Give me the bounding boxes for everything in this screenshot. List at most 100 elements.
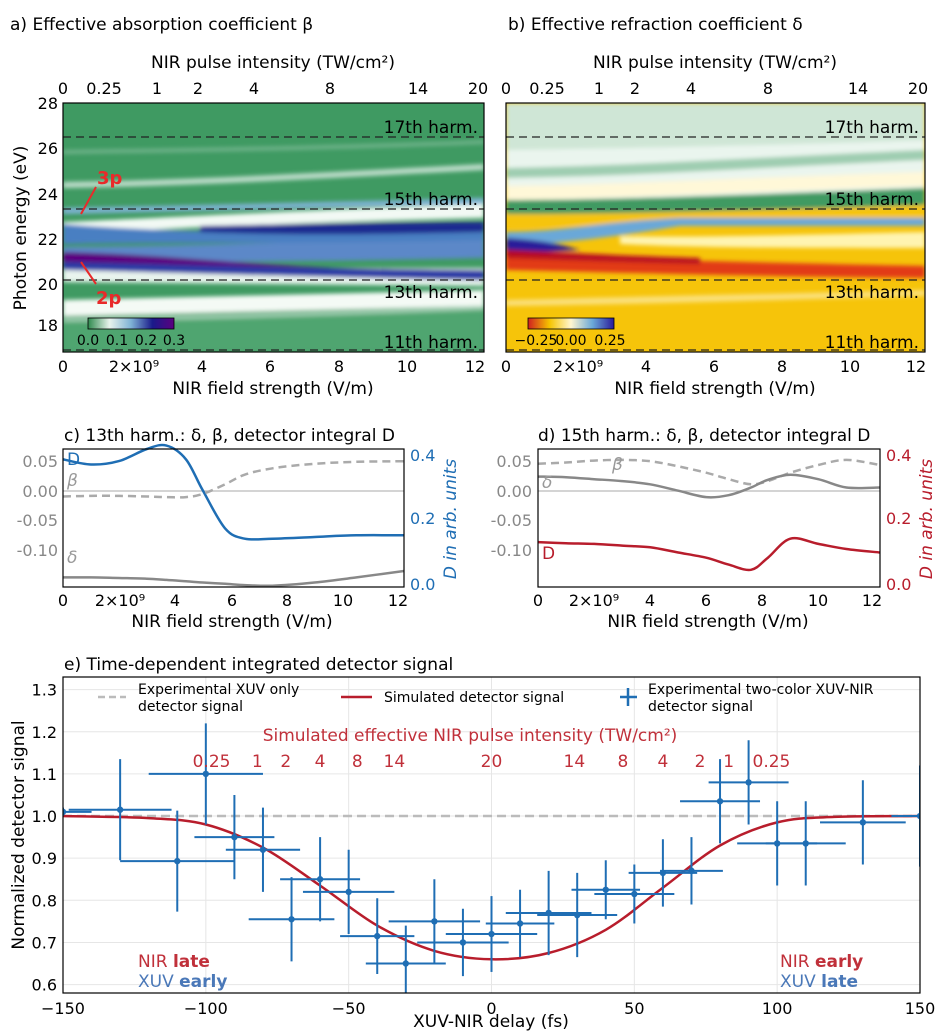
annot-3p: 3p xyxy=(97,168,123,189)
data-point xyxy=(402,960,409,967)
svg-text:10: 10 xyxy=(808,591,828,610)
d-label-delta: δ xyxy=(542,473,552,493)
panel-e-ylabel: Normalized detector signal xyxy=(9,720,29,949)
svg-text:2: 2 xyxy=(193,79,203,98)
y-tick-label: 1.3 xyxy=(32,681,57,700)
data-point xyxy=(288,916,295,923)
harmonic-13-label: 13th harm. xyxy=(384,283,478,303)
svg-text:8: 8 xyxy=(325,79,335,98)
svg-text:0.05: 0.05 xyxy=(22,452,58,471)
svg-text:0.05: 0.05 xyxy=(496,452,532,471)
intensity-axis-labels: 0.25 1 2 4 8 14 20 14 8 4 2 1 0.25 xyxy=(193,752,791,772)
svg-text:1: 1 xyxy=(152,79,162,98)
intensity-label: 1 xyxy=(252,752,263,772)
svg-text:−0.25: −0.25 xyxy=(515,333,558,349)
intensity-axis-title: Simulated effective NIR pulse intensity … xyxy=(263,726,678,746)
b-harmonic-13-label: 13th harm. xyxy=(825,283,919,303)
svg-text:18: 18 xyxy=(38,316,58,335)
svg-text:0: 0 xyxy=(501,79,511,98)
data-point xyxy=(745,779,752,786)
x-tick-label: −50 xyxy=(332,999,366,1018)
y-tick-label: 0.8 xyxy=(32,891,57,910)
data-point xyxy=(459,939,467,946)
x-tick-label: 150 xyxy=(905,999,936,1018)
svg-text:2×10⁹: 2×10⁹ xyxy=(553,357,603,376)
data-point xyxy=(231,833,238,841)
intensity-label: 14 xyxy=(384,752,406,772)
d-label-beta: β xyxy=(611,455,623,475)
b-harmonic-15-label: 15th harm. xyxy=(825,190,919,210)
svg-text:6: 6 xyxy=(227,591,237,610)
svg-text:14: 14 xyxy=(848,79,868,98)
panel-a-top-ticks: 0 0.25 1 2 4 8 14 20 xyxy=(58,79,488,98)
colorbar-a-ticks: 0.0 0.1 0.2 0.3 xyxy=(77,333,185,349)
harmonic-15-label: 15th harm. xyxy=(384,190,478,210)
svg-text:4: 4 xyxy=(197,357,207,376)
svg-text:12: 12 xyxy=(388,591,408,610)
xuv-late-label: XUV late xyxy=(780,972,858,992)
data-point xyxy=(259,846,267,853)
svg-text:22: 22 xyxy=(38,230,58,249)
svg-text:0.00: 0.00 xyxy=(22,482,58,501)
panel-e-xlabel: XUV-NIR delay (fs) xyxy=(413,1012,569,1032)
panel-c-title: c) 13th harm.: δ, β, detector integral D xyxy=(64,426,395,446)
legend-xuv-only-2: detector signal xyxy=(138,699,243,715)
intensity-label: 14 xyxy=(564,752,586,772)
data-point xyxy=(174,857,181,865)
panel-e-y-ticks: 0.6 0.7 0.8 0.9 1.0 1.1 1.2 1.3 xyxy=(32,681,57,995)
svg-text:0.0: 0.0 xyxy=(77,333,99,349)
panel-c-right-ticks: 0.4 0.2 0.0 xyxy=(410,446,435,594)
svg-text:2: 2 xyxy=(630,79,640,98)
panel-d: d) 15th harm.: δ, β, detector integral D… xyxy=(491,426,937,632)
svg-text:4: 4 xyxy=(645,591,655,610)
intensity-label: 0.25 xyxy=(193,752,231,772)
svg-text:-0.05: -0.05 xyxy=(17,511,58,530)
data-point xyxy=(202,770,210,778)
nir-early-label: NIR early xyxy=(780,952,863,972)
data-point xyxy=(516,920,524,927)
intensity-label: 8 xyxy=(352,752,363,772)
panel-a-ylabel: Photon energy (eV) xyxy=(11,146,31,311)
d-label-D: D xyxy=(542,544,555,564)
svg-text:4: 4 xyxy=(686,79,696,98)
svg-text:6: 6 xyxy=(265,357,275,376)
svg-text:10: 10 xyxy=(840,357,860,376)
series-line-delta xyxy=(537,473,881,499)
svg-text:24: 24 xyxy=(38,185,58,204)
svg-text:0: 0 xyxy=(533,591,543,610)
panel-e-x-ticks: −150 −100 −50 0 50 100 150 xyxy=(41,999,935,1018)
panel-e-marks xyxy=(63,723,920,993)
svg-text:10: 10 xyxy=(397,357,417,376)
svg-text:8: 8 xyxy=(763,79,773,98)
series-line-delta xyxy=(62,569,405,588)
y-tick-label: 1.0 xyxy=(32,807,57,826)
svg-text:12: 12 xyxy=(906,357,926,376)
panel-b-top-label: NIR pulse intensity (TW/cm²) xyxy=(593,53,837,73)
y-tick-label: 0.7 xyxy=(32,933,57,952)
data-point xyxy=(431,918,438,925)
colorbar-b-ticks: −0.25 0.00 0.25 xyxy=(515,333,626,349)
svg-text:-0.05: -0.05 xyxy=(491,511,532,530)
svg-text:0.2: 0.2 xyxy=(886,509,911,528)
svg-text:2×10⁹: 2×10⁹ xyxy=(109,357,159,376)
svg-text:26: 26 xyxy=(38,139,58,158)
panel-a-y-ticks: 18 20 22 24 26 28 xyxy=(38,94,58,335)
svg-text:1: 1 xyxy=(594,79,604,98)
panel-d-right-ticks: 0.4 0.2 0.0 xyxy=(886,446,911,594)
svg-text:-0.10: -0.10 xyxy=(491,541,532,560)
y-tick-label: 0.9 xyxy=(32,849,57,868)
colorbar-b xyxy=(527,317,615,330)
harmonic-11-label: 11th harm. xyxy=(384,333,478,353)
legend-xuv-only-1: Experimental XUV only xyxy=(138,682,299,698)
panel-d-lines xyxy=(537,458,881,572)
panel-c-xlabel: NIR field strength (V/m) xyxy=(131,612,332,632)
panel-d-x-ticks: 0 2×10⁹ 4 6 8 10 12 xyxy=(533,591,882,610)
panel-c-lines xyxy=(62,443,405,588)
svg-text:0.00: 0.00 xyxy=(555,333,586,349)
intensity-label: 0.25 xyxy=(753,752,791,772)
svg-text:12: 12 xyxy=(862,591,882,610)
svg-text:0.0: 0.0 xyxy=(410,575,435,594)
x-tick-label: −100 xyxy=(184,999,228,1018)
panel-a: a) Effective absorption coefficient β NI… xyxy=(10,15,488,399)
panel-c-right-label: D in arb. units xyxy=(441,459,461,579)
